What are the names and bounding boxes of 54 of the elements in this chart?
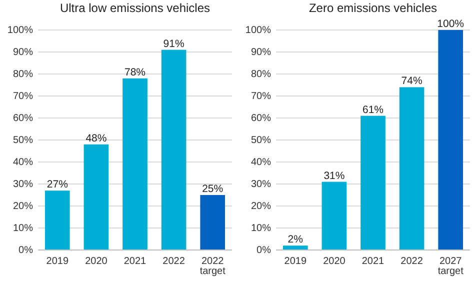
x-tick-label: 2022 target — [200, 256, 226, 277]
y-tick-label: 0% — [18, 245, 34, 256]
y-tick-label: 10% — [250, 223, 272, 234]
y-tick-label: 10% — [12, 223, 34, 234]
bar — [161, 50, 186, 250]
bar — [122, 78, 148, 250]
data-label: 31% — [324, 170, 345, 182]
x-tick-label: 2020 — [85, 256, 108, 267]
x-tick-label: 2021 — [124, 256, 147, 267]
y-tick-label: 90% — [250, 47, 272, 58]
y-tick-label: 60% — [12, 113, 34, 124]
x-tick-label: 2019 — [46, 256, 69, 267]
y-tick-label: 20% — [250, 201, 272, 212]
y-tick-label: 100% — [7, 25, 34, 36]
y-tick-label: 70% — [250, 91, 272, 102]
data-label: 91% — [163, 38, 184, 50]
data-label: 61% — [362, 104, 384, 116]
data-label: 48% — [86, 132, 107, 144]
x-tick-label: 2021 — [362, 256, 385, 267]
y-tick-label: 60% — [250, 113, 272, 124]
bar — [322, 182, 347, 250]
bar — [399, 87, 424, 250]
data-label: 78% — [124, 66, 146, 78]
y-tick-label: 90% — [12, 47, 34, 58]
y-tick-label: 50% — [250, 135, 272, 146]
y-tick-label: 0% — [256, 245, 272, 256]
chart-title: Zero emissions vehicles — [308, 1, 438, 15]
y-tick-label: 70% — [12, 91, 34, 102]
bar — [84, 144, 109, 250]
x-tick-label: 2019 — [284, 256, 307, 267]
bar — [44, 190, 70, 250]
y-tick-label: 20% — [12, 201, 34, 212]
x-tick-label: 2027 target — [438, 256, 464, 277]
x-tick-label: 2022 — [162, 256, 186, 267]
bar — [438, 30, 464, 250]
x-tick-label: 2020 — [323, 256, 346, 267]
data-label: 100% — [437, 18, 464, 30]
y-tick-label: 40% — [12, 157, 34, 168]
data-label: 27% — [46, 178, 68, 191]
bar — [282, 246, 308, 250]
bar — [200, 195, 226, 250]
y-tick-label: 30% — [250, 179, 272, 190]
y-tick-label: 100% — [245, 25, 272, 36]
y-tick-label: 40% — [250, 157, 272, 168]
bar — [360, 116, 386, 250]
y-tick-label: 30% — [12, 179, 34, 190]
data-label: 74% — [401, 75, 422, 88]
data-label: 2% — [288, 234, 303, 246]
y-tick-label: 80% — [12, 69, 34, 80]
y-tick-label: 80% — [250, 69, 272, 80]
y-tick-label: 50% — [12, 135, 34, 146]
chart-title: Ultra low emissions vehicles — [60, 1, 210, 15]
x-tick-label: 2022 — [400, 256, 424, 267]
data-label: 25% — [202, 183, 224, 195]
